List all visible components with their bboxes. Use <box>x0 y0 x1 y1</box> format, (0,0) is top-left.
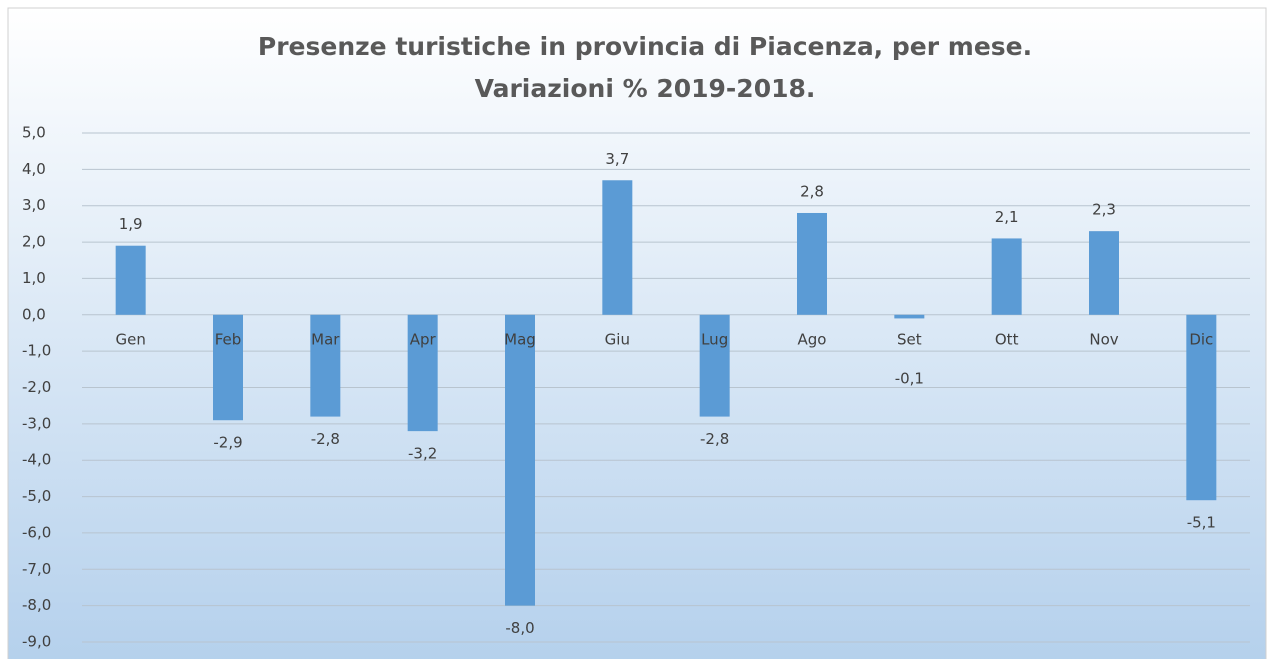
y-tick-label: 5,0 <box>22 124 46 142</box>
bar <box>213 314 243 421</box>
bar <box>894 314 925 319</box>
bar <box>797 212 827 315</box>
value-label: -0,1 <box>895 369 924 387</box>
y-tick-label: 2,0 <box>22 233 46 251</box>
x-tick-label: Gen <box>115 330 145 348</box>
bar <box>1089 231 1119 315</box>
x-tick-label: Apr <box>410 330 437 348</box>
value-label: 2,3 <box>1092 201 1116 219</box>
bar <box>505 314 535 606</box>
y-tick-label: 4,0 <box>22 160 46 178</box>
x-tick-label: Giu <box>605 330 630 348</box>
value-label: -2,8 <box>700 430 729 448</box>
y-tick-label: -8,0 <box>22 596 51 614</box>
value-label: 2,8 <box>800 182 824 200</box>
value-label: -3,2 <box>408 445 437 463</box>
y-tick-label: -6,0 <box>22 523 51 541</box>
y-tick-label: 0,0 <box>22 305 46 323</box>
y-tick-label: -3,0 <box>22 414 51 432</box>
y-tick-label: -7,0 <box>22 560 51 578</box>
x-tick-label: Ago <box>798 330 827 348</box>
y-tick-label: -9,0 <box>22 633 51 651</box>
bar <box>115 245 146 315</box>
bar <box>699 314 730 417</box>
value-label: -5,1 <box>1187 514 1216 532</box>
bar <box>1186 314 1217 501</box>
y-tick-label: -4,0 <box>22 451 51 469</box>
value-label: -2,8 <box>311 430 340 448</box>
x-tick-label: Set <box>897 330 922 348</box>
value-label: 3,7 <box>605 150 629 168</box>
x-tick-label: Dic <box>1189 330 1213 348</box>
x-tick-label: Nov <box>1089 330 1118 348</box>
value-label: -8,0 <box>505 619 534 637</box>
y-tick-label: 3,0 <box>22 196 46 214</box>
value-label: 2,1 <box>995 208 1019 226</box>
bar <box>310 314 341 417</box>
y-tick-label: -5,0 <box>22 487 51 505</box>
y-tick-label: 1,0 <box>22 269 46 287</box>
x-tick-label: Lug <box>701 330 728 348</box>
x-tick-label: Mar <box>311 330 340 348</box>
chart-subtitle: Variazioni % 2019-2018. <box>475 74 816 103</box>
x-tick-label: Feb <box>215 330 242 348</box>
y-tick-label: -1,0 <box>22 342 51 360</box>
value-label: -2,9 <box>213 434 242 452</box>
bar <box>407 314 438 432</box>
bar <box>991 238 1022 315</box>
chart-title: Presenze turistiche in provincia di Piac… <box>258 32 1032 61</box>
x-tick-label: Mag <box>504 330 536 348</box>
x-tick-label: Ott <box>995 330 1019 348</box>
chart-background <box>7 7 1267 659</box>
bar <box>602 180 633 315</box>
value-label: 1,9 <box>119 215 143 233</box>
y-tick-label: -2,0 <box>22 378 51 396</box>
